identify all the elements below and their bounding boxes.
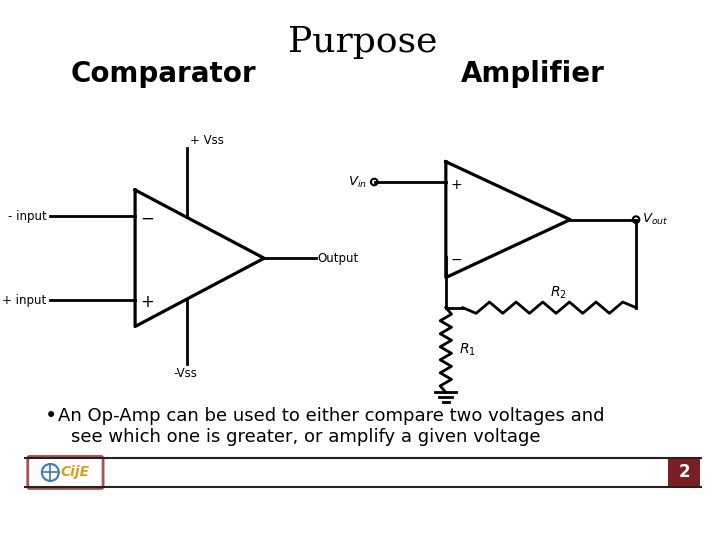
Text: •: •	[45, 406, 57, 426]
Text: + Vss: + Vss	[191, 134, 225, 147]
FancyBboxPatch shape	[668, 458, 700, 487]
Text: Comparator: Comparator	[71, 60, 256, 88]
Text: $R_2$: $R_2$	[550, 285, 567, 301]
Text: $R_1$: $R_1$	[459, 342, 476, 358]
Text: −: −	[140, 209, 154, 227]
Text: Amplifier: Amplifier	[461, 60, 604, 88]
Text: Output: Output	[318, 252, 359, 265]
Text: $V_{in}$: $V_{in}$	[348, 174, 366, 190]
Text: see which one is greater, or amplify a given voltage: see which one is greater, or amplify a g…	[71, 428, 541, 445]
Text: - input: - input	[8, 210, 47, 223]
Text: An Op-Amp can be used to either compare two voltages and: An Op-Amp can be used to either compare …	[58, 407, 604, 425]
Text: CijE: CijE	[60, 465, 89, 480]
Text: −: −	[451, 253, 462, 267]
Text: +: +	[140, 293, 154, 311]
Text: 2: 2	[678, 463, 690, 482]
Text: Purpose: Purpose	[288, 25, 438, 59]
Text: $V_{out}$: $V_{out}$	[642, 212, 668, 227]
FancyBboxPatch shape	[28, 456, 103, 489]
Text: +: +	[451, 178, 462, 192]
Text: + input: + input	[2, 294, 47, 307]
Text: -Vss: -Vss	[174, 367, 197, 380]
